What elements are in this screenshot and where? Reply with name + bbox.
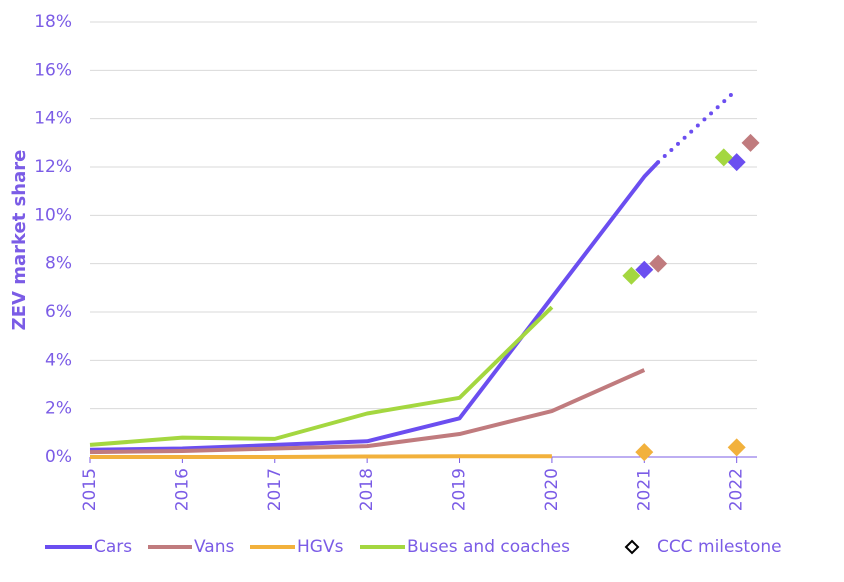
series-line [90, 454, 552, 459]
milestone-marker [635, 443, 654, 462]
x-tick-label: 2015 [80, 468, 100, 511]
y-tick-label: 10% [34, 205, 72, 225]
series-line [89, 160, 660, 452]
y-tick-label: 6% [45, 302, 72, 322]
milestone-marker [714, 148, 733, 167]
legend-swatch [624, 539, 640, 555]
y-tick-label: 16% [34, 60, 72, 80]
y-tick-label: 14% [34, 109, 72, 129]
y-tick-label: 18% [34, 12, 72, 32]
legend-label: Buses and coaches [407, 537, 570, 557]
milestone-marker [649, 254, 668, 273]
series-line [89, 368, 646, 455]
x-tick-label: 2021 [634, 468, 654, 511]
x-tick-label: 2018 [357, 468, 377, 511]
milestone-marker [622, 266, 641, 285]
y-tick-label: 8% [45, 254, 72, 274]
legend-label: HGVs [297, 537, 344, 557]
milestone-marker [635, 260, 654, 279]
y-tick-label: 4% [45, 350, 72, 370]
legend-label: CCC milestone [657, 537, 782, 557]
series-line [89, 305, 554, 447]
legend-label: Cars [94, 537, 132, 557]
milestone-marker [741, 133, 760, 152]
legend-label: Vans [194, 537, 235, 557]
x-tick-label: 2020 [542, 468, 562, 511]
y-axis-label: ZEV market share [9, 150, 30, 331]
y-tick-label: 2% [45, 399, 72, 419]
x-tick-label: 2017 [265, 468, 285, 511]
x-tick-label: 2022 [727, 468, 747, 511]
y-tick-label: 12% [34, 157, 72, 177]
x-tick-label: 2016 [172, 468, 192, 511]
y-tick-label: 0% [45, 447, 72, 467]
x-tick-label: 2019 [450, 468, 470, 511]
milestone-marker [727, 438, 746, 457]
projection-line [656, 87, 739, 165]
